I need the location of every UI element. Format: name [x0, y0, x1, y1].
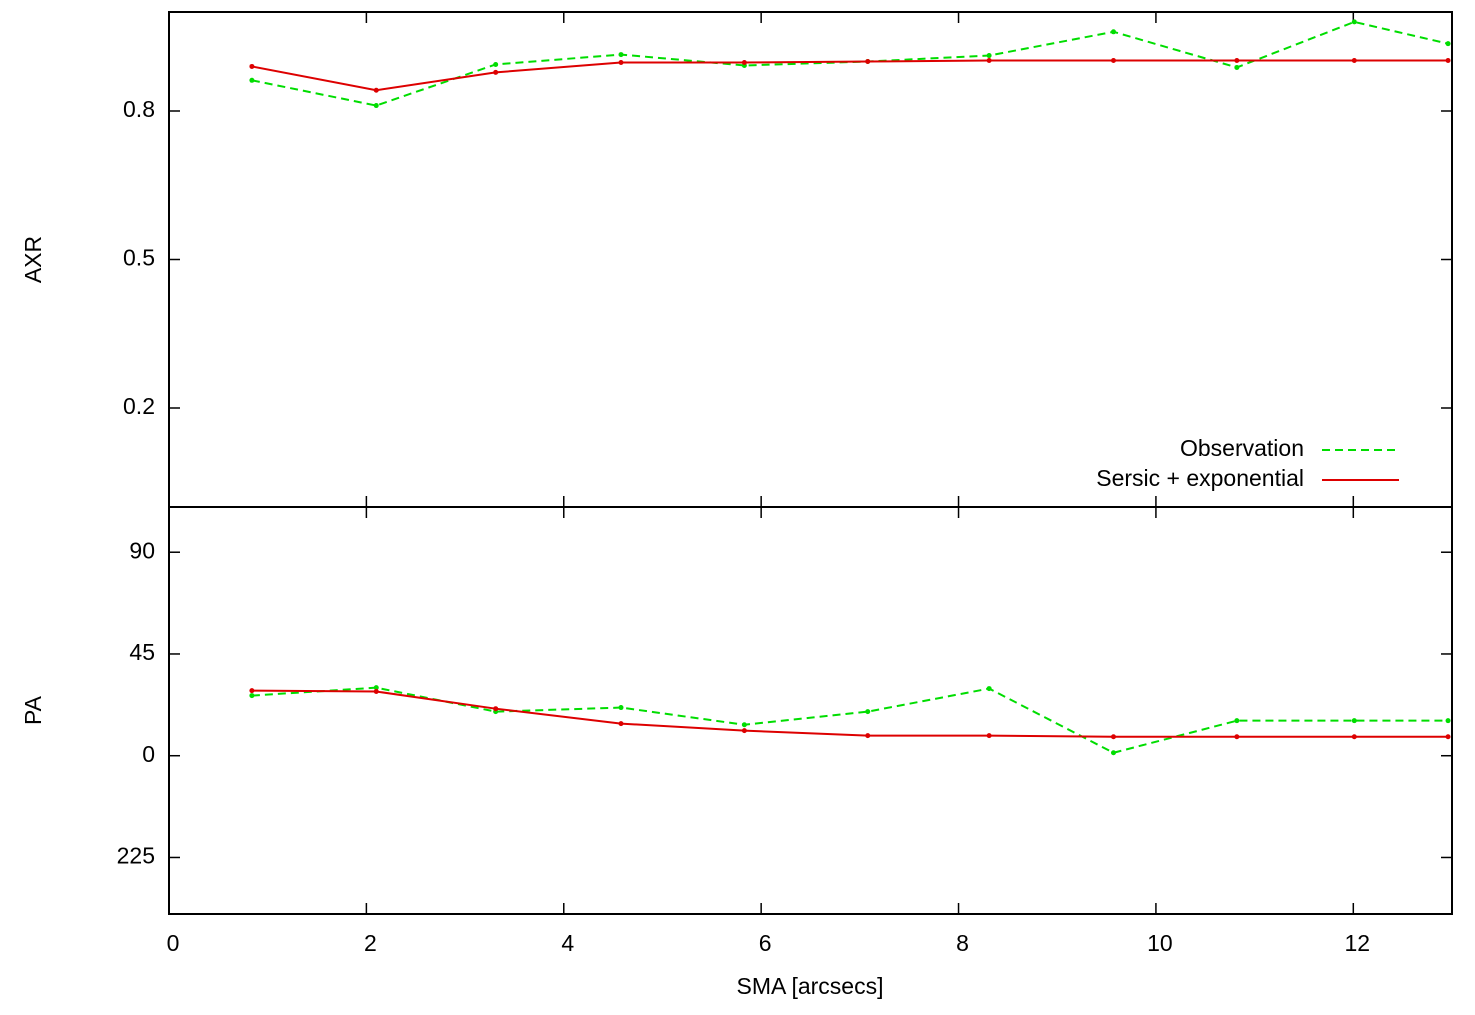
x-tick-label: 8: [956, 930, 969, 956]
data-point: [1234, 734, 1240, 740]
series-line: [251, 686, 1449, 754]
data-point: [1234, 58, 1240, 64]
data-point: [618, 721, 624, 727]
data-point: [618, 59, 624, 65]
data-point: [618, 705, 624, 711]
data-point: [1110, 734, 1116, 740]
data-point: [1351, 734, 1357, 740]
data-point: [249, 693, 255, 699]
data-point: [493, 706, 499, 712]
plot-frame: [168, 506, 1453, 915]
data-point: [618, 52, 624, 58]
x-tick-label: 2: [364, 930, 377, 956]
data-point: [373, 685, 379, 691]
y-tick-label: 90: [129, 537, 155, 563]
data-point: [373, 103, 379, 109]
data-point: [865, 59, 871, 64]
data-point: [865, 709, 871, 715]
y-tick-label: 225: [117, 843, 155, 869]
data-point: [1351, 718, 1357, 724]
data-point: [1445, 58, 1451, 64]
data-point: [1234, 718, 1240, 724]
data-point: [493, 61, 499, 67]
data-point: [249, 688, 255, 694]
data-point: [1110, 750, 1116, 756]
data-point: [1445, 41, 1451, 47]
legend-label: Observation: [1180, 435, 1304, 461]
data-point: [1110, 58, 1116, 64]
data-point: [1445, 734, 1451, 740]
x-tick-label: 10: [1147, 930, 1173, 956]
y-axis-label: AXR: [20, 236, 46, 283]
y-tick-label: 0.2: [123, 393, 155, 419]
data-point: [986, 733, 992, 739]
data-point: [1351, 58, 1357, 64]
x-tick-label: 4: [561, 930, 574, 956]
y-tick-label: 0: [142, 741, 155, 767]
data-point: [249, 77, 255, 83]
data-point: [1445, 718, 1451, 724]
series-line: [251, 20, 1449, 107]
y-tick-label: 0.8: [123, 96, 155, 122]
plot-frame: [168, 11, 1453, 508]
data-point: [741, 59, 747, 65]
data-point: [373, 87, 379, 93]
data-point: [741, 722, 747, 728]
data-point: [986, 58, 992, 64]
x-tick-label: 0: [167, 930, 180, 956]
y-tick-label: 45: [129, 639, 155, 665]
x-axis-label: SMA [arcsecs]: [737, 973, 884, 999]
data-point: [493, 69, 499, 75]
data-point: [249, 63, 255, 69]
data-point: [373, 689, 379, 695]
y-axis-label: PA: [20, 695, 46, 725]
data-point: [865, 733, 871, 739]
data-point: [986, 53, 992, 59]
data-point: [1234, 64, 1240, 70]
data-point: [741, 728, 747, 734]
data-point: [1110, 29, 1116, 35]
data-point: [1351, 19, 1357, 25]
legend-label: Sersic + exponential: [1096, 465, 1304, 491]
x-tick-label: 12: [1345, 930, 1371, 956]
y-tick-label: 0.5: [123, 245, 155, 271]
x-tick-label: 6: [759, 930, 772, 956]
data-point: [986, 686, 992, 692]
